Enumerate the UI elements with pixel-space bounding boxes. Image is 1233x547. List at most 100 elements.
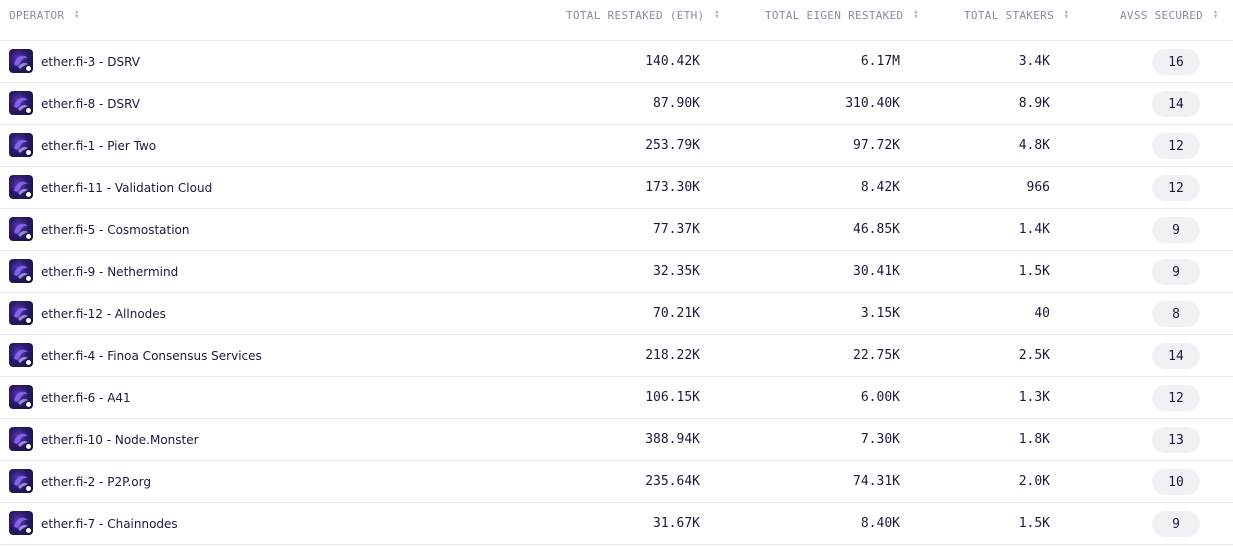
avss-secured-badge: 9 [1152,259,1200,285]
total-stakers-value: 966 [1026,180,1050,195]
total-stakers-value: 1.4K [1018,222,1050,237]
avss-secured-badge: 13 [1152,427,1200,453]
operator-avatar-icon [9,385,33,409]
total-restaked-eth-value: 235.64K [645,474,700,489]
status-badge-icon [25,191,32,198]
column-header-label: AVSS SECURED [1120,8,1204,22]
ether-fi-logo-icon [14,181,28,195]
total-restaked-eth-value: 31.67K [653,516,700,531]
table-row[interactable]: ether.fi-2 - P2P.org 235.64K 74.31K 2.0K 10 [0,461,1233,503]
total-restaked-eth-value: 388.94K [645,432,700,447]
total-stakers-value: 4.8K [1018,138,1050,153]
table-row[interactable]: ether.fi-6 - A41 106.15K 6.00K 1.3K 12 [0,377,1233,419]
table-row[interactable]: ether.fi-8 - DSRV 87.90K 310.40K 8.9K 14 [0,83,1233,125]
ether-fi-logo-icon [14,55,28,69]
column-header-label: OPERATOR [9,8,65,22]
total-restaked-eth-value: 70.21K [653,306,700,321]
total-restaked-eth-value: 87.90K [653,96,700,111]
total-eigen-restaked-value: 8.42K [860,180,900,195]
status-badge-icon [25,107,32,114]
avss-secured-badge: 16 [1152,49,1200,75]
sort-updown-icon[interactable]: ▴ ▾ [1063,7,1070,22]
operator-name[interactable]: ether.fi-9 - Nethermind [41,264,179,279]
avss-secured-badge: 14 [1152,343,1200,369]
operator-name[interactable]: ether.fi-1 - Pier Two [41,138,157,153]
table-row[interactable]: ether.fi-9 - Nethermind 32.35K 30.41K 1.5K 9 [0,251,1233,293]
avss-secured-badge: 12 [1152,385,1200,411]
total-eigen-restaked-value: 46.85K [853,222,900,237]
operator-name[interactable]: ether.fi-2 - P2P.org [41,474,151,489]
column-header-avss-secured[interactable]: AVSS SECURED ▴ ▾ [1120,0,1219,30]
table-row[interactable]: ether.fi-3 - DSRV 140.42K 6.17M 3.4K 16 [0,41,1233,83]
table-row[interactable]: ether.fi-5 - Cosmostation 77.37K 46.85K 1.4… [0,209,1233,251]
sort-updown-icon[interactable]: ▴ ▾ [714,7,720,22]
operator-name[interactable]: ether.fi-12 - Allnodes [41,306,166,321]
operator-avatar-icon [9,175,33,199]
total-restaked-eth-value: 77.37K [653,222,700,237]
ether-fi-logo-icon [14,97,28,111]
operator-name[interactable]: ether.fi-4 - Finoa Consensus Services [41,348,262,363]
column-header-operator[interactable]: OPERATOR ▴ ▾ [9,0,80,30]
total-eigen-restaked-value: 310.40K [845,96,900,111]
sort-updown-icon[interactable]: ▴ ▾ [1212,7,1219,22]
status-badge-icon [25,485,32,492]
total-stakers-value: 3.4K [1018,54,1050,69]
sort-updown-icon[interactable]: ▴ ▾ [74,7,80,22]
total-restaked-eth-value: 140.42K [645,54,700,69]
operator-avatar-icon [9,259,33,283]
column-header-label: TOTAL STAKERS [964,8,1054,22]
total-restaked-eth-value: 173.30K [645,180,700,195]
table-row[interactable]: ether.fi-12 - Allnodes 70.21K 3.15K 40 8 [0,293,1233,335]
avss-secured-badge: 14 [1152,91,1200,117]
operator-name[interactable]: ether.fi-3 - DSRV [41,54,140,69]
table-row[interactable]: ether.fi-7 - Chainnodes 31.67K 8.40K 1.5K 9 [0,503,1233,545]
total-stakers-value: 2.0K [1018,474,1050,489]
avss-secured-badge: 12 [1152,175,1200,201]
table-row[interactable]: ether.fi-10 - Node.Monster 388.94K 7.30K 1.… [0,419,1233,461]
table-row[interactable]: ether.fi-1 - Pier Two 253.79K 97.72K 4.8K 12 [0,125,1233,167]
total-eigen-restaked-value: 6.17M [860,54,900,69]
total-stakers-value: 8.9K [1018,96,1050,111]
operator-avatar-icon [9,49,33,73]
column-header-total-restaked-eth[interactable]: TOTAL RESTAKED (ETH) ▴ ▾ [566,0,720,30]
status-badge-icon [25,527,32,534]
operator-name[interactable]: ether.fi-7 - Chainnodes [41,516,178,531]
sort-updown-icon[interactable]: ▴ ▾ [913,7,919,22]
column-header-total-stakers[interactable]: TOTAL STAKERS ▴ ▾ [964,0,1070,30]
total-restaked-eth-value: 218.22K [645,348,700,363]
status-badge-icon [25,149,32,156]
avss-secured-badge: 9 [1152,511,1200,537]
total-restaked-eth-value: 32.35K [653,264,700,279]
operator-avatar-icon [9,217,33,241]
total-eigen-restaked-value: 3.15K [860,306,900,321]
status-badge-icon [25,401,32,408]
operator-name[interactable]: ether.fi-11 - Validation Cloud [41,180,213,195]
operator-name[interactable]: ether.fi-6 - A41 [41,390,131,405]
operator-avatar-icon [9,91,33,115]
column-header-total-eigen-restaked[interactable]: TOTAL EIGEN RESTAKED ▴ ▾ [765,0,919,30]
column-header-label: TOTAL EIGEN RESTAKED [765,8,904,22]
status-badge-icon [25,233,32,240]
operator-name[interactable]: ether.fi-5 - Cosmostation [41,222,190,237]
status-badge-icon [25,359,32,366]
total-stakers-value: 2.5K [1018,348,1050,363]
total-eigen-restaked-value: 7.30K [860,432,900,447]
operator-avatar-icon [9,469,33,493]
operator-name[interactable]: ether.fi-10 - Node.Monster [41,432,199,447]
ether-fi-logo-icon [14,307,28,321]
operator-name[interactable]: ether.fi-8 - DSRV [41,96,140,111]
table-row[interactable]: ether.fi-11 - Validation Cloud 173.30K 8.4… [0,167,1233,209]
operator-avatar-icon [9,301,33,325]
status-badge-icon [25,275,32,282]
status-badge-icon [25,317,32,324]
ether-fi-logo-icon [14,223,28,237]
total-eigen-restaked-value: 97.72K [853,138,900,153]
column-header-label: TOTAL RESTAKED (ETH) [566,8,705,22]
table-row[interactable]: ether.fi-4 - Finoa Consensus Services 218… [0,335,1233,377]
status-badge-icon [25,65,32,72]
total-eigen-restaked-value: 22.75K [853,348,900,363]
ether-fi-logo-icon [14,433,28,447]
total-stakers-value: 1.5K [1018,264,1050,279]
ether-fi-logo-icon [14,391,28,405]
total-stakers-value: 1.5K [1018,516,1050,531]
